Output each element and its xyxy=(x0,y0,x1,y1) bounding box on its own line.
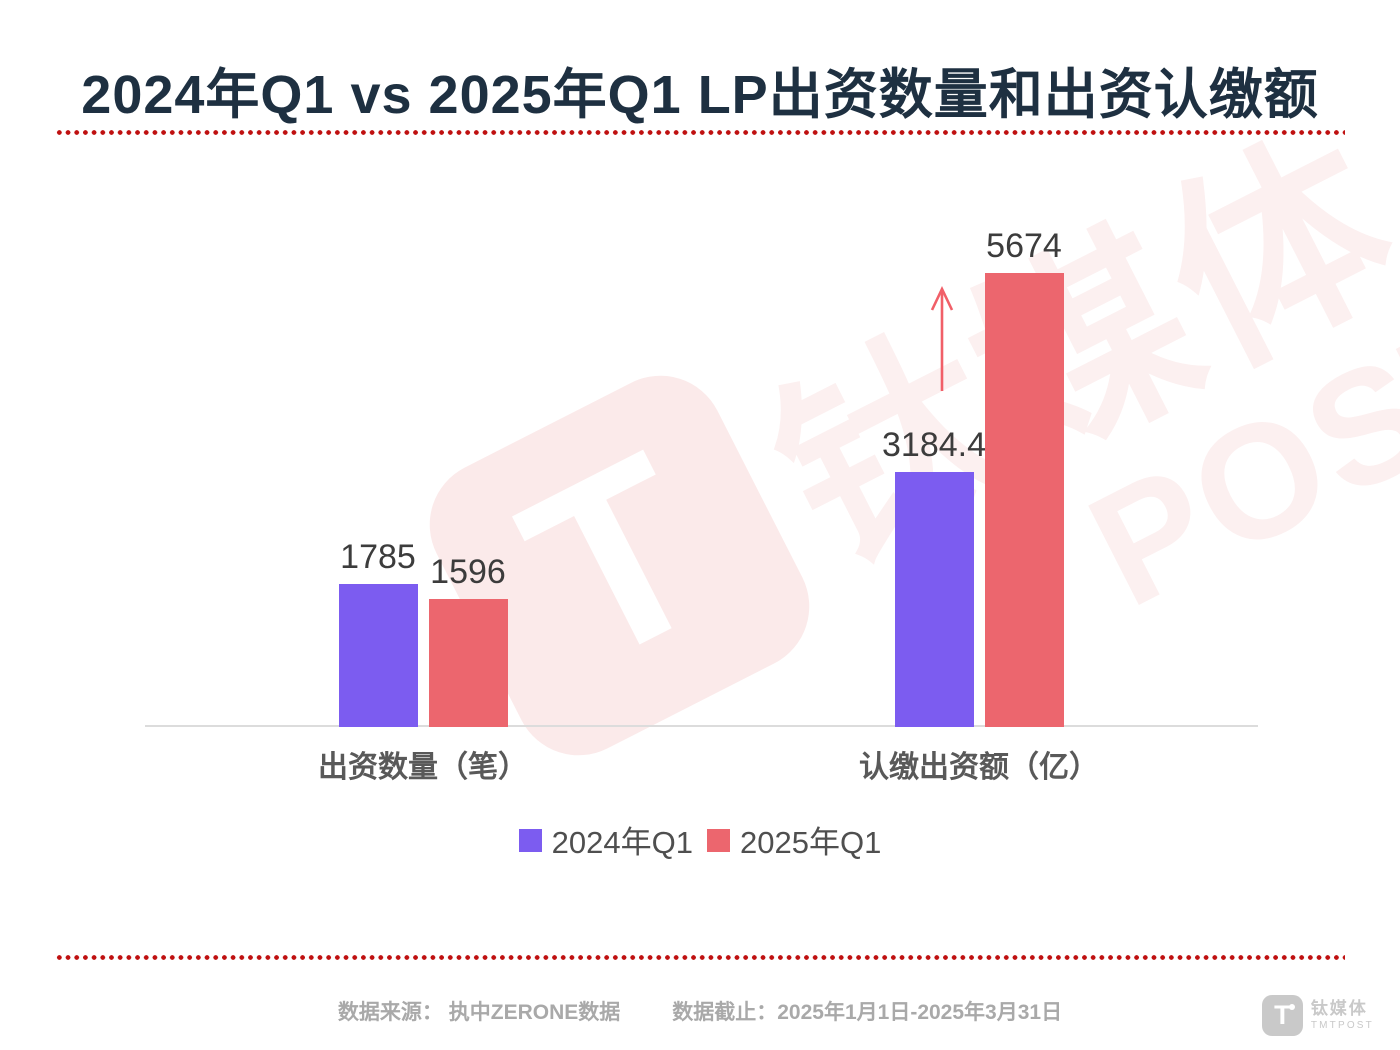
logo-t-glyph: T xyxy=(1274,1000,1291,1030)
bar-series0-cat1 xyxy=(894,472,974,727)
legend-item-2025q1: 2025年Q1 xyxy=(707,817,881,862)
top-dotted-divider xyxy=(55,130,1345,135)
tmtpost-logo-text: 钛媒体 TMTPOST xyxy=(1310,998,1374,1032)
legend-swatch-2025q1 xyxy=(707,829,730,852)
bottom-dotted-divider xyxy=(55,955,1345,960)
legend-label-2025q1: 2025年Q1 xyxy=(740,825,882,860)
legend-item-2024q1: 2024年Q1 xyxy=(518,817,693,862)
category-label-amount: 认缴出资额（亿） xyxy=(859,751,1099,784)
bar-series1-cat1 xyxy=(984,273,1064,727)
logo-brand-en: TMTPOST xyxy=(1310,1020,1374,1032)
logo-brand-cn: 钛媒体 xyxy=(1310,998,1368,1018)
value-label-series1-cat0: 1596 xyxy=(430,553,506,591)
page-title: 2024年Q1 vs 2025年Q1 LP出资数量和出资认缴额 xyxy=(81,65,1319,125)
tmtpost-corner-logo: T 钛媒体 TMTPOST xyxy=(1261,995,1374,1036)
x-axis-baseline xyxy=(145,725,1258,727)
category-label-count: 出资数量（笔） xyxy=(318,751,528,784)
data-cutoff-text: 数据截止：2025年1月1日-2025年3月31日 xyxy=(672,1001,1063,1024)
legend: 2024年Q1 2025年Q1 xyxy=(0,817,1400,862)
bar-series0-cat0 xyxy=(338,584,418,727)
value-label-series0-cat0: 1785 xyxy=(340,538,416,576)
increase-arrow-icon xyxy=(927,283,957,395)
legend-label-2024q1: 2024年Q1 xyxy=(551,825,693,860)
legend-swatch-2024q1 xyxy=(518,829,542,852)
tmtpost-logo-icon: T xyxy=(1261,995,1303,1036)
data-source-text: 数据来源： 执中ZERONE数据 xyxy=(337,1001,621,1024)
value-label-series0-cat1: 3184.4 xyxy=(882,426,986,464)
value-label-series1-cat1: 5674 xyxy=(986,227,1062,265)
footer: 数据来源： 执中ZERONE数据 数据截止：2025年1月1日-2025年3月3… xyxy=(0,996,1400,1026)
bar-series1-cat0 xyxy=(428,599,508,727)
